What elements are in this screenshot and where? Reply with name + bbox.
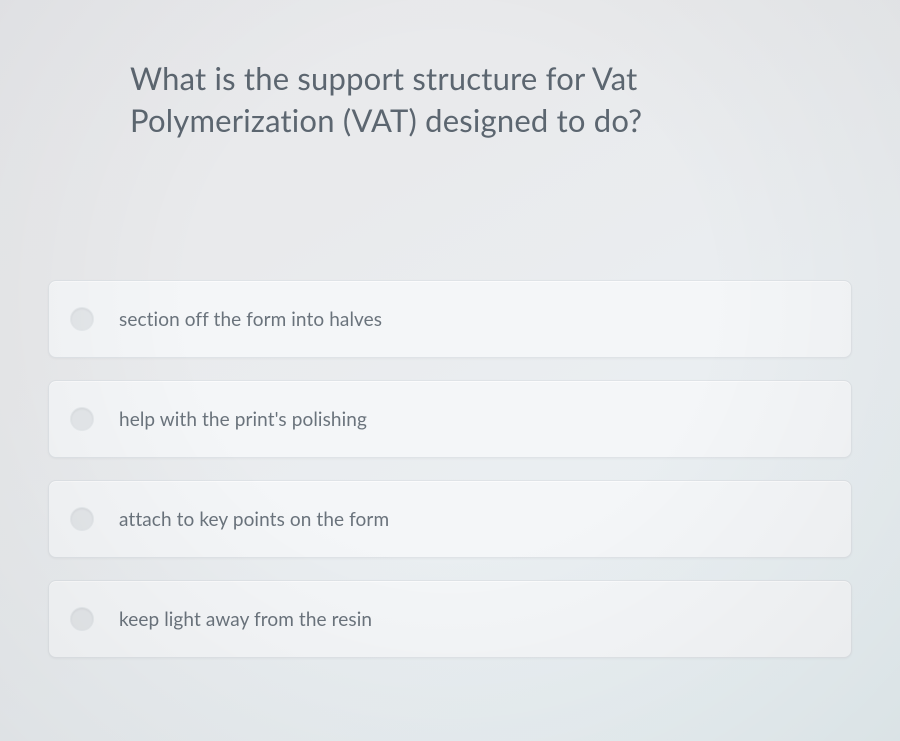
option-label: help with the print's polishing xyxy=(119,408,367,431)
radio-icon xyxy=(71,608,93,630)
radio-icon xyxy=(71,508,93,530)
options-list: section off the form into halves help wi… xyxy=(48,280,852,658)
option-label: keep light away from the resin xyxy=(119,608,372,631)
option-label: section off the form into halves xyxy=(119,308,382,331)
radio-icon xyxy=(71,408,93,430)
option-label: attach to key points on the form xyxy=(119,508,389,531)
question-container: What is the support structure for Vat Po… xyxy=(130,58,780,142)
option-3[interactable]: attach to key points on the form xyxy=(48,480,852,558)
option-1[interactable]: section off the form into halves xyxy=(48,280,852,358)
radio-icon xyxy=(71,308,93,330)
option-2[interactable]: help with the print's polishing xyxy=(48,380,852,458)
question-text: What is the support structure for Vat Po… xyxy=(130,58,780,142)
option-4[interactable]: keep light away from the resin xyxy=(48,580,852,658)
